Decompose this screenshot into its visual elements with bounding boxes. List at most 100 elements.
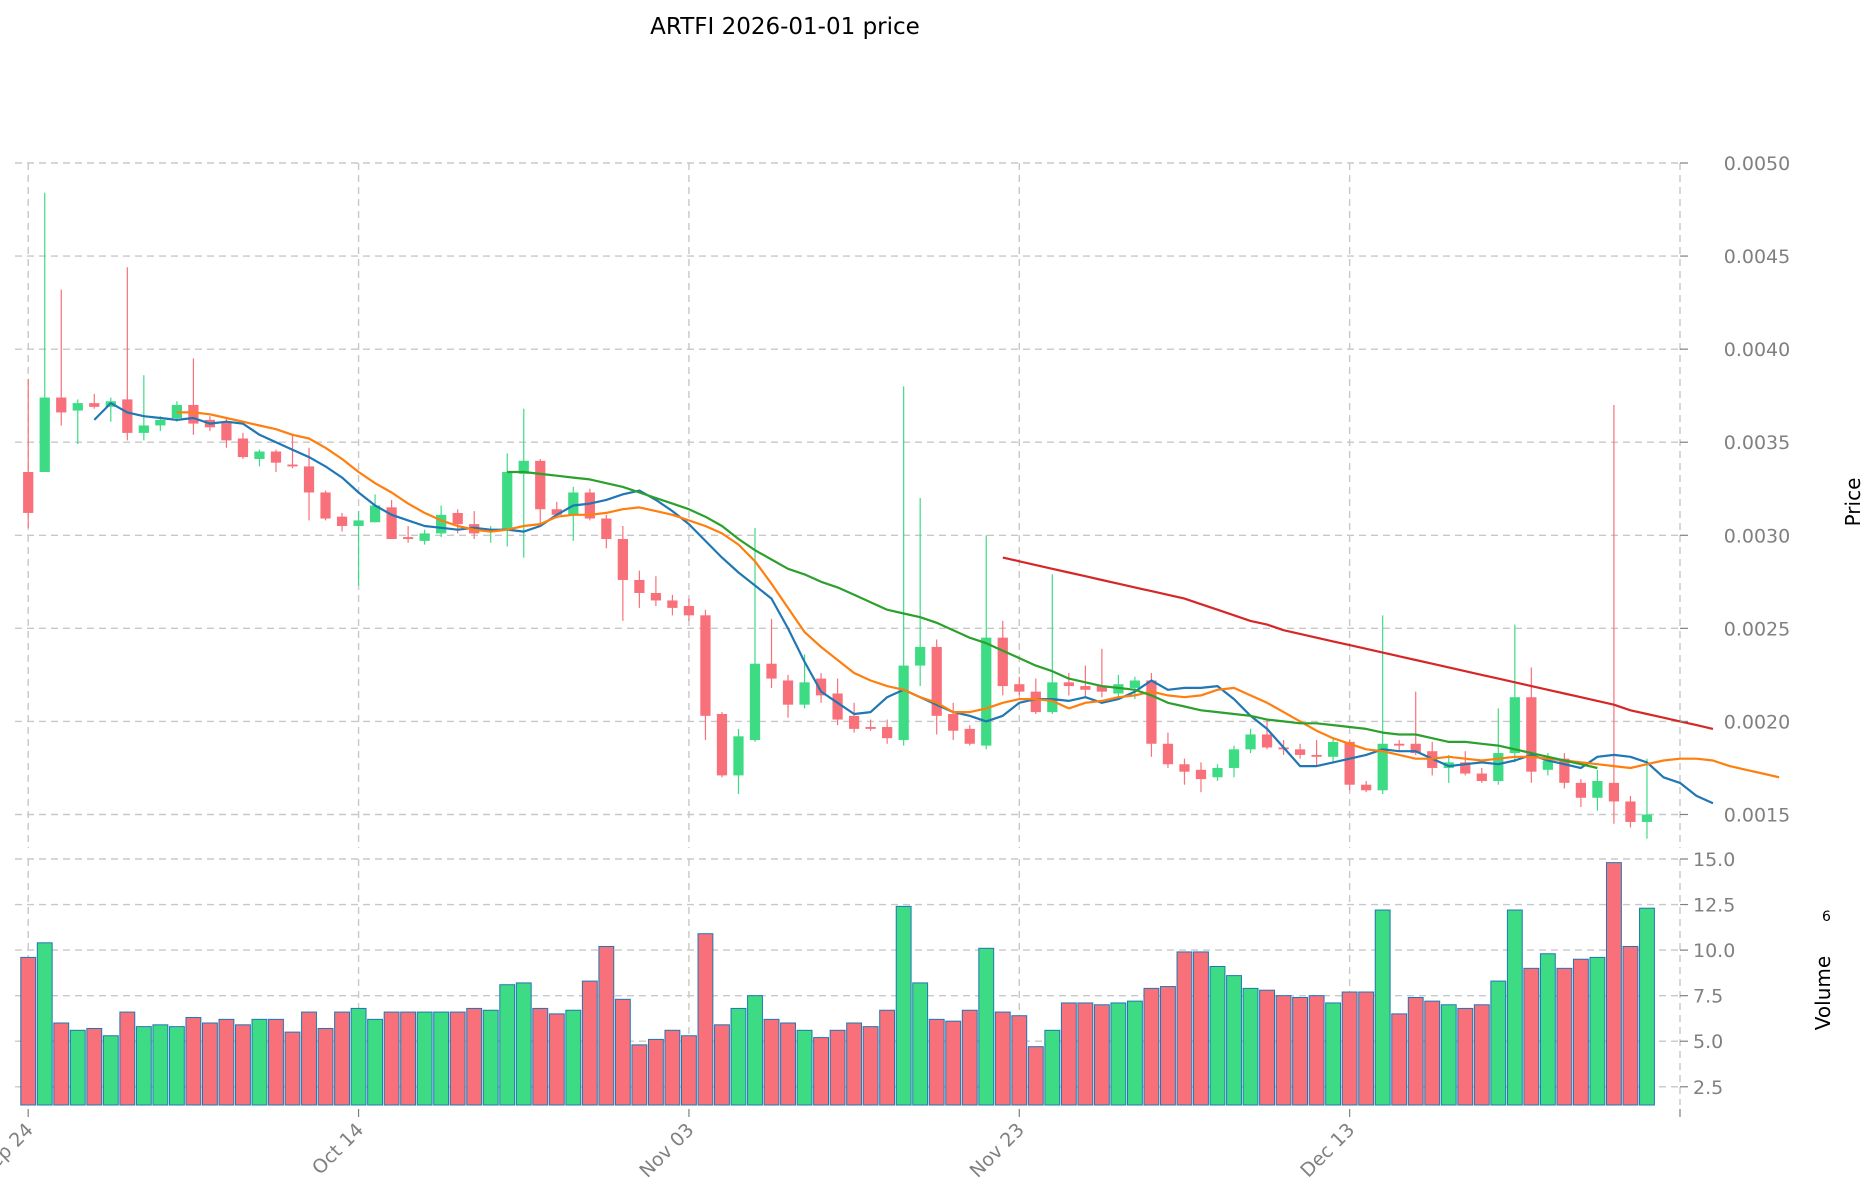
- price-axis-ticks: 0.0015 0.0020 0.0025 0.0030 0.0035 0.0040 0.00…: [1680, 153, 1790, 826]
- candle-body: [568, 492, 579, 515]
- candle-body: [1361, 784, 1372, 791]
- volume-bar: [400, 1011, 417, 1106]
- volume-bar: [1027, 1046, 1044, 1106]
- candle-body: [667, 600, 678, 608]
- candle-body: [1245, 734, 1256, 750]
- volume-bar: [1358, 991, 1375, 1106]
- volume-bar: [1457, 1007, 1474, 1106]
- candle-body: [188, 404, 199, 424]
- candle-body: [733, 736, 744, 776]
- volume-bar: [862, 1026, 879, 1106]
- moving-average-lines: [93, 402, 1780, 805]
- price-tick-label: 0.0030: [1724, 525, 1790, 547]
- volume-bar: [482, 1009, 499, 1106]
- volume-bar: [86, 1027, 103, 1106]
- candle-body: [1592, 780, 1603, 798]
- volume-bar: [251, 1018, 268, 1106]
- candle-body: [502, 471, 513, 530]
- price-tick-label: 0.0025: [1724, 618, 1790, 640]
- candle-body: [1129, 680, 1141, 688]
- candle-body: [1394, 743, 1405, 746]
- candle-body: [155, 419, 166, 426]
- volume-bar: [1325, 1002, 1342, 1106]
- candle-body: [287, 464, 298, 467]
- volume-bar: [598, 945, 615, 1106]
- volume-bar: [945, 1020, 962, 1106]
- candle-body: [320, 492, 331, 519]
- x-grid: [27, 163, 1681, 1105]
- volume-bar: [449, 1011, 466, 1106]
- volume-bar: [20, 956, 37, 1106]
- candle-body: [815, 678, 827, 696]
- volume-bar: [813, 1037, 830, 1106]
- candle-body: [1575, 782, 1587, 798]
- volume-bar: [185, 1017, 202, 1106]
- volume-bar: [581, 980, 598, 1106]
- volume-bar: [515, 982, 532, 1106]
- volume-bar: [284, 1031, 301, 1106]
- candle-body: [948, 713, 959, 731]
- volume-bar: [647, 1038, 664, 1106]
- volume-bar: [714, 1024, 730, 1106]
- volume-bar: [36, 942, 53, 1106]
- volume-bar: [1473, 1004, 1490, 1106]
- volume-bar: [1490, 980, 1507, 1106]
- candle-body: [419, 533, 430, 541]
- candle-body: [452, 512, 463, 525]
- volume-bar: [1424, 1000, 1441, 1106]
- candle-body: [601, 518, 612, 540]
- volume-bar: [1572, 958, 1589, 1106]
- volume-bar: [1011, 1015, 1028, 1106]
- candle-body: [634, 579, 645, 593]
- x-tick-label: Dec 13: [1296, 1119, 1359, 1182]
- volume-bar: [1176, 951, 1193, 1106]
- volume-bar: [994, 1011, 1011, 1106]
- candle-body: [749, 663, 761, 741]
- candle-body: [1294, 749, 1306, 755]
- volume-bar: [631, 1044, 648, 1106]
- candle-body: [1542, 760, 1553, 770]
- volume-bar: [1242, 987, 1259, 1106]
- volume-bar: [168, 1026, 185, 1106]
- volume-bar: [53, 1022, 70, 1106]
- volume-bar: [499, 984, 516, 1106]
- candle-body: [551, 509, 562, 515]
- volume-bar: [1193, 951, 1209, 1106]
- volume-bar: [829, 1029, 846, 1106]
- volume-bar: [664, 1029, 681, 1106]
- volume-bar: [1160, 986, 1176, 1106]
- volume-bar: [218, 1018, 235, 1106]
- price-tick-label: 0.0045: [1724, 246, 1790, 268]
- volume-bar: [301, 1011, 317, 1106]
- volume-tick-label: 7.5: [1693, 986, 1723, 1008]
- volume-bar: [1292, 996, 1309, 1106]
- candle-body: [535, 460, 546, 510]
- candle-body: [1625, 801, 1636, 822]
- volume-bar: [1556, 967, 1573, 1106]
- volume-bar: [912, 982, 929, 1106]
- x-axis-ticks: Sep 24 Oct 14 Nov 03 Nov 23 Dec 13: [0, 1109, 1681, 1182]
- candle-body: [898, 665, 909, 741]
- volume-bar: [317, 1027, 334, 1106]
- volume-bar: [268, 1018, 284, 1106]
- volume-bar: [235, 1024, 251, 1106]
- volume-bar: [1341, 991, 1358, 1106]
- candle-body: [89, 403, 100, 407]
- candle-body: [1476, 773, 1487, 781]
- volume-bar: [1044, 1029, 1061, 1106]
- candle-body: [584, 492, 595, 519]
- volume-bar: [466, 1007, 483, 1106]
- candle-body: [1228, 749, 1240, 768]
- volume-bar: [680, 1035, 697, 1106]
- candle-body: [336, 516, 348, 526]
- volume-bar: [69, 1029, 86, 1106]
- volume-bar: [1374, 909, 1391, 1106]
- volume-bar: [928, 1018, 945, 1106]
- candle-body: [1212, 767, 1223, 778]
- candle-body: [882, 727, 893, 739]
- candle-body: [1146, 680, 1157, 744]
- candle-body: [386, 507, 397, 540]
- volume-bar: [846, 1022, 863, 1106]
- x-tick-label: Sep 24: [0, 1119, 38, 1181]
- candle-body: [848, 715, 860, 729]
